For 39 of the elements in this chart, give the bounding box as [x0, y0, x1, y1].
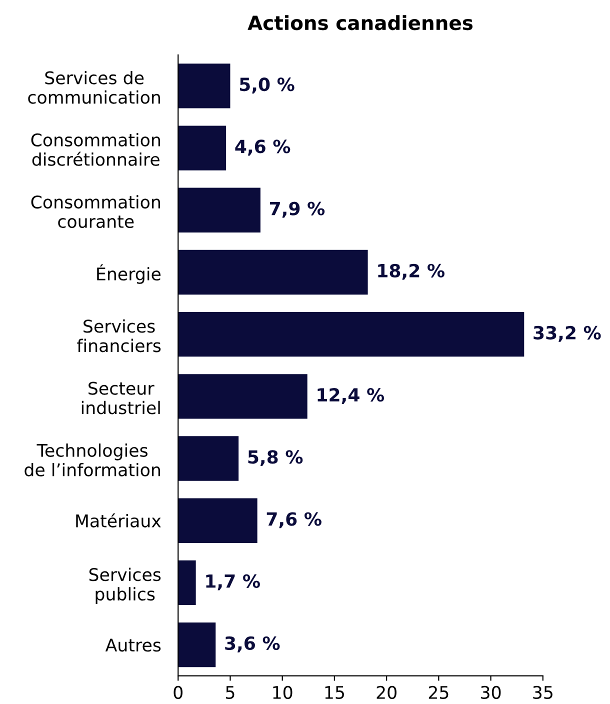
x-tick-label: 30: [481, 686, 501, 699]
x-tick-label: 15: [325, 686, 344, 699]
x-tick-label: 20: [376, 686, 396, 699]
y-tick-label: Matériaux: [76, 513, 161, 528]
bar: [178, 312, 524, 357]
bar: [178, 436, 239, 481]
y-tick-label: Services de communication: [28, 70, 160, 104]
x-tick-label: 25: [428, 686, 448, 699]
data-label: 5,0 %: [240, 78, 294, 94]
y-tick-label: Consommation discrétionnaire: [31, 133, 160, 166]
data-label: 4,6 %: [235, 140, 290, 156]
bar: [178, 64, 230, 108]
bar: [178, 188, 260, 232]
data-label: 3,6 %: [225, 636, 280, 652]
bar: [178, 622, 216, 668]
y-tick-label: Autres: [105, 638, 161, 652]
y-tick-label: Services financiers: [77, 319, 161, 352]
bar: [178, 374, 308, 419]
y-tick-label: Services publics: [89, 568, 161, 604]
x-tick-label: 35: [533, 686, 552, 699]
y-tick-label: Secteur industriel: [82, 382, 160, 414]
data-label: 1,7 %: [206, 574, 260, 590]
x-tick-label: 10: [273, 686, 292, 699]
data-label: 7,9 %: [270, 202, 325, 218]
bar: [178, 126, 226, 170]
bar: [178, 560, 196, 606]
data-label: 5,8 %: [248, 450, 303, 466]
data-label: 7,6 %: [266, 512, 322, 528]
data-label: 12,4 %: [318, 388, 384, 404]
chart-title: Actions canadiennes: [248, 15, 473, 30]
y-tick-label: Consommation courante: [31, 195, 160, 228]
x-tick-label: 5: [226, 686, 234, 699]
bar: [178, 250, 368, 295]
bar: [178, 498, 258, 543]
x-tick-label: 0: [174, 686, 182, 699]
y-tick-label: Énergie: [97, 264, 161, 284]
data-label: 18,2 %: [378, 264, 444, 280]
y-tick-label: Technologies de l’information: [24, 444, 160, 476]
data-label: 33,2 %: [534, 326, 601, 342]
